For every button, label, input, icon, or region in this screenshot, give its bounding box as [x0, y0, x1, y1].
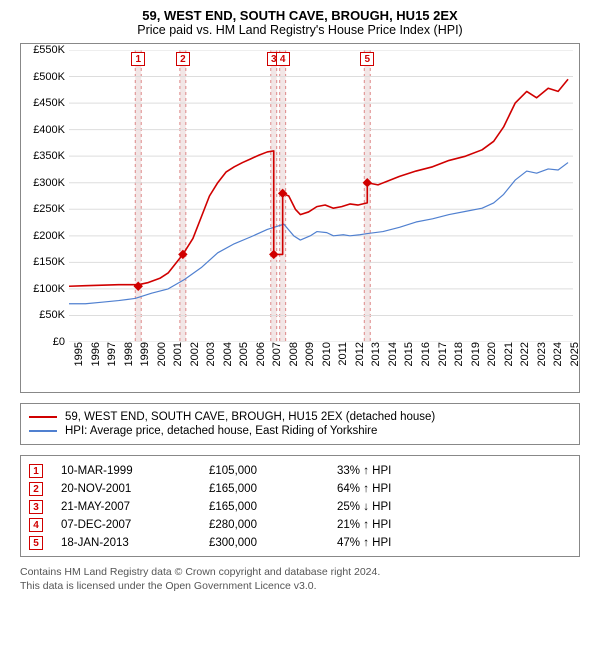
x-tick-label: 2021: [499, 342, 515, 366]
x-tick-label: 2006: [251, 342, 267, 366]
y-tick-label: £500K: [33, 71, 69, 83]
x-tick-label: 2015: [399, 342, 415, 366]
legend-box: 59, WEST END, SOUTH CAVE, BROUGH, HU15 2…: [20, 403, 580, 445]
plot-box: £0 £50K £100K £150K £200K £250K £300K £350K £400…: [20, 43, 580, 393]
chart-subtitle: Price paid vs. HM Land Registry's House …: [10, 23, 590, 37]
x-tick-label: 2012: [350, 342, 366, 366]
x-tick-label: 2023: [532, 342, 548, 366]
y-tick-label: £550K: [33, 44, 69, 56]
y-tick-label: £100K: [33, 283, 69, 295]
x-tick-label: 1996: [86, 342, 102, 366]
x-tick-label: 2013: [366, 342, 382, 366]
legend-swatch: [29, 416, 57, 418]
x-tick-label: 2024: [548, 342, 564, 366]
y-tick-label: £250K: [33, 203, 69, 215]
sale-marker-4: 4: [276, 52, 290, 66]
x-tick-label: 2003: [201, 342, 217, 366]
sale-price: £165,000: [209, 483, 319, 495]
x-tick-label: 1998: [119, 342, 135, 366]
plot-area: £0£50K£100K£150K£200K£250K£300K£350K£400…: [69, 50, 573, 342]
sale-marker-2: 2: [176, 52, 190, 66]
y-tick-label: £50K: [39, 309, 69, 321]
x-tick-label: 2002: [185, 342, 201, 366]
y-tick-label: £450K: [33, 97, 69, 109]
y-tick-label: £350K: [33, 150, 69, 162]
x-tick-label: 2010: [317, 342, 333, 366]
footer-line1: Contains HM Land Registry data © Crown c…: [20, 565, 580, 579]
sale-date: 18-JAN-2013: [61, 537, 191, 549]
x-tick-label: 2014: [383, 342, 399, 366]
sale-price: £165,000: [209, 501, 319, 513]
legend-label: HPI: Average price, detached house, East…: [65, 425, 377, 437]
legend-item: 59, WEST END, SOUTH CAVE, BROUGH, HU15 2…: [29, 410, 571, 424]
x-tick-label: 2001: [168, 342, 184, 366]
x-tick-label: 2004: [218, 342, 234, 366]
sale-num-box: 4: [29, 518, 43, 532]
x-tick-label: 2017: [433, 342, 449, 366]
x-tick-label: 2016: [416, 342, 432, 366]
sale-diff: 33% ↑ HPI: [337, 465, 571, 477]
sale-row: 4 07-DEC-2007 £280,000 21% ↑ HPI: [29, 516, 571, 534]
sale-date: 21-MAY-2007: [61, 501, 191, 513]
sale-num-box: 3: [29, 500, 43, 514]
x-tick-label: 2022: [515, 342, 531, 366]
y-tick-label: £0: [53, 336, 69, 348]
x-tick-label: 2018: [449, 342, 465, 366]
x-tick-label: 2007: [267, 342, 283, 366]
x-tick-label: 1995: [69, 342, 85, 366]
x-tick-label: 2008: [284, 342, 300, 366]
sale-price: £280,000: [209, 519, 319, 531]
legend-label: 59, WEST END, SOUTH CAVE, BROUGH, HU15 2…: [65, 411, 435, 423]
x-tick-label: 1999: [135, 342, 151, 366]
x-tick-label: 2020: [482, 342, 498, 366]
sale-date: 20-NOV-2001: [61, 483, 191, 495]
sale-marker-1: 1: [131, 52, 145, 66]
footer-line2: This data is licensed under the Open Gov…: [20, 579, 580, 593]
y-tick-label: £300K: [33, 177, 69, 189]
sale-row: 1 10-MAR-1999 £105,000 33% ↑ HPI: [29, 462, 571, 480]
sale-diff: 64% ↑ HPI: [337, 483, 571, 495]
plot-svg: [69, 50, 573, 342]
sales-table: 1 10-MAR-1999 £105,000 33% ↑ HPI 2 20-NOV-200…: [20, 455, 580, 557]
sale-date: 10-MAR-1999: [61, 465, 191, 477]
y-tick-label: £400K: [33, 124, 69, 136]
sale-num-box: 2: [29, 482, 43, 496]
x-tick-label: 2019: [466, 342, 482, 366]
y-tick-label: £150K: [33, 256, 69, 268]
chart-container: 59, WEST END, SOUTH CAVE, BROUGH, HU15 2…: [0, 0, 600, 599]
sale-diff: 25% ↓ HPI: [337, 501, 571, 513]
x-tick-label: 2011: [333, 342, 349, 366]
sale-num-box: 1: [29, 464, 43, 478]
x-tick-label: 2025: [565, 342, 581, 366]
sale-diff: 47% ↑ HPI: [337, 537, 571, 549]
x-tick-label: 1997: [102, 342, 118, 366]
legend-swatch: [29, 430, 57, 432]
chart-title-address: 59, WEST END, SOUTH CAVE, BROUGH, HU15 2…: [10, 8, 590, 23]
sale-price: £105,000: [209, 465, 319, 477]
sale-marker-5: 5: [360, 52, 374, 66]
sale-diff: 21% ↑ HPI: [337, 519, 571, 531]
footer-note: Contains HM Land Registry data © Crown c…: [20, 565, 580, 593]
sale-price: £300,000: [209, 537, 319, 549]
sale-date: 07-DEC-2007: [61, 519, 191, 531]
x-tick-label: 2000: [152, 342, 168, 366]
y-tick-label: £200K: [33, 230, 69, 242]
sale-row: 3 21-MAY-2007 £165,000 25% ↓ HPI: [29, 498, 571, 516]
sale-num-box: 5: [29, 536, 43, 550]
sale-row: 2 20-NOV-2001 £165,000 64% ↑ HPI: [29, 480, 571, 498]
x-tick-label: 2005: [234, 342, 250, 366]
legend-item: HPI: Average price, detached house, East…: [29, 424, 571, 438]
x-tick-label: 2009: [300, 342, 316, 366]
sale-row: 5 18-JAN-2013 £300,000 47% ↑ HPI: [29, 534, 571, 552]
